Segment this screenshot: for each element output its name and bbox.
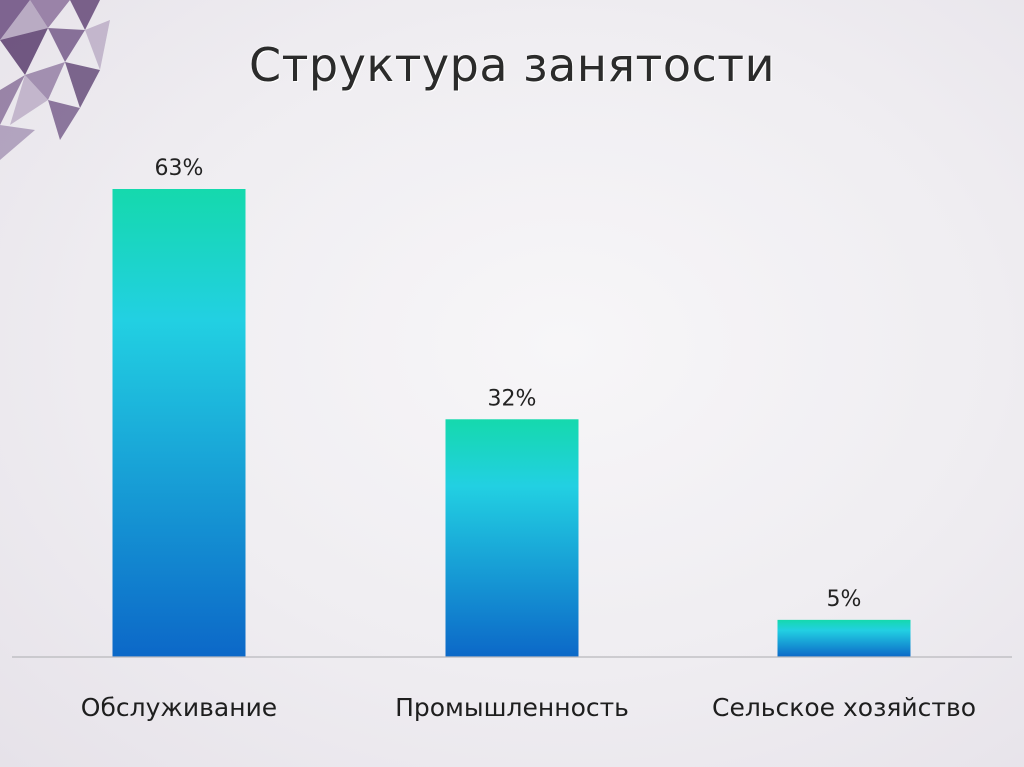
category-label-2: Промышленность	[395, 693, 629, 722]
data-label-1: 63%	[155, 156, 204, 181]
category-label-1: Обслуживание	[81, 693, 277, 722]
purple-triangle-pattern-icon	[0, 0, 110, 160]
bar-2	[445, 419, 579, 657]
data-label-3: 5%	[827, 587, 862, 612]
bar-3	[777, 619, 911, 657]
data-label-2: 32%	[488, 386, 537, 411]
category-label-3: Сельское хозяйство	[712, 693, 976, 722]
bar-1	[112, 189, 246, 657]
chart-title: Структура занятости	[249, 38, 775, 92]
